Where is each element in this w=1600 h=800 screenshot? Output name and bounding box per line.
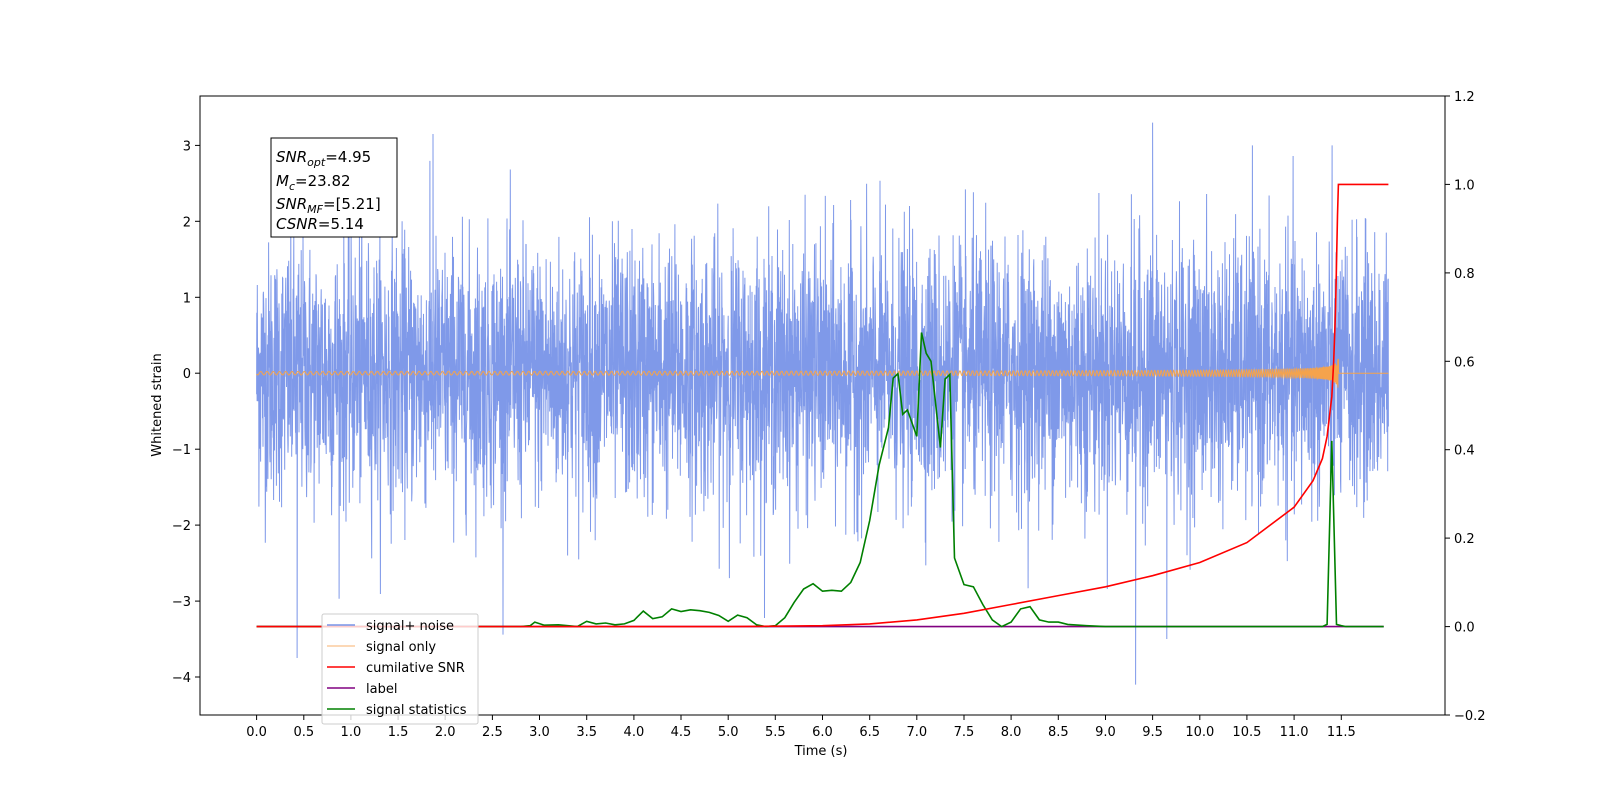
y-tick-label: −4 <box>172 671 191 686</box>
x-tick-label: 4.0 <box>624 725 645 740</box>
annotation-csnr: CSNR=5.14 <box>276 215 364 233</box>
x-tick-label: 10.0 <box>1185 725 1214 740</box>
y-tick-label: 2 <box>183 215 191 230</box>
x-tick-label: 1.0 <box>341 725 362 740</box>
legend-label: cumilative SNR <box>366 661 465 676</box>
y2-tick-label: 1.0 <box>1454 178 1475 193</box>
series-cumulative-snr-line <box>256 183 1389 628</box>
legend-frame <box>321 613 479 725</box>
y2-tick-label: −0.2 <box>1454 709 1486 724</box>
x-tick-label: 0.0 <box>246 725 267 740</box>
legend-label: label <box>366 682 397 697</box>
y-axis-title: Whitened strain <box>150 353 165 456</box>
x-tick-label: 9.0 <box>1095 725 1116 740</box>
x-tick-label: 6.0 <box>812 725 833 740</box>
annotation-snr-mf: SNRMF=[5.21] <box>276 195 381 216</box>
y-tick-label: 0 <box>183 367 191 382</box>
y-axis-left: 3 2 1 0 −1 −2 −3 −4 <box>172 139 200 686</box>
legend: signal+ noise signal only cumilative SNR la… <box>321 613 479 725</box>
x-tick-label: 5.5 <box>765 725 786 740</box>
x-tick-label: 9.5 <box>1142 725 1163 740</box>
y2-tick-label: 0.6 <box>1454 355 1475 370</box>
legend-label: signal+ noise <box>366 619 454 634</box>
y2-tick-label: 0.0 <box>1454 621 1475 636</box>
x-tick-label: 2.5 <box>482 725 503 740</box>
y2-tick-label: 0.8 <box>1454 267 1475 282</box>
y-tick-label: −3 <box>172 595 191 610</box>
y-tick-label: 3 <box>183 139 191 154</box>
x-axis: 0.0 0.5 1.0 1.5 2.0 2.5 3.0 3.5 4.0 4.5 5.0 5.5 6.0 6… <box>246 715 1356 740</box>
legend-label: signal only <box>366 640 436 655</box>
annotation-snr-opt: SNRopt=4.95 <box>276 148 371 169</box>
y-tick-label: −2 <box>172 519 191 534</box>
x-tick-label: 0.5 <box>293 725 314 740</box>
y-axis-right: 1.2 1.0 0.8 0.6 0.4 0.2 0.0 −0.2 <box>1445 90 1486 724</box>
x-tick-label: 4.5 <box>671 725 692 740</box>
x-tick-label: 5.0 <box>718 725 739 740</box>
y2-tick-label: 0.2 <box>1454 532 1475 547</box>
x-tick-label: 3.5 <box>576 725 597 740</box>
y-tick-label: −1 <box>172 443 191 458</box>
y2-tick-label: 1.2 <box>1454 90 1475 105</box>
x-tick-label: 11.5 <box>1327 725 1356 740</box>
series-signal-plus-noise-line <box>256 122 1389 685</box>
x-axis-title: Time (s) <box>794 744 848 759</box>
y-tick-label: 1 <box>183 291 191 306</box>
series-signal-only-line <box>256 358 1389 388</box>
annotation-frame <box>270 137 398 238</box>
x-tick-label: 1.5 <box>388 725 409 740</box>
x-tick-label: 6.5 <box>859 725 880 740</box>
x-tick-label: 7.0 <box>906 725 927 740</box>
x-tick-label: 10.5 <box>1232 725 1261 740</box>
x-tick-label: 8.0 <box>1001 725 1022 740</box>
x-tick-label: 7.5 <box>954 725 975 740</box>
x-tick-label: 11.0 <box>1280 725 1309 740</box>
x-tick-label: 2.0 <box>435 725 456 740</box>
y2-tick-label: 0.4 <box>1454 444 1475 459</box>
series-signal-statistics-line <box>256 332 1384 628</box>
x-tick-label: 8.5 <box>1048 725 1069 740</box>
metrics-annotation-box: SNRopt=4.95 Mc=23.82 SNRMF=[5.21] CSNR=5… <box>270 137 398 238</box>
annotation-mc: Mc=23.82 <box>276 172 351 193</box>
legend-label: signal statistics <box>366 703 467 718</box>
x-tick-label: 3.0 <box>529 725 550 740</box>
